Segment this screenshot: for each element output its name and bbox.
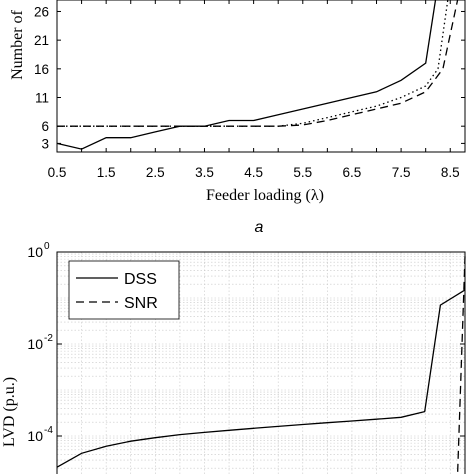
panel-a-x-tick-label: 7.5: [392, 165, 411, 180]
panel-a-y-tick-label: 21: [34, 33, 49, 48]
panel-b-series-line-snr: [456, 256, 466, 474]
panel-a-y-tick-label: 11: [35, 91, 49, 106]
panel-a-x-label: Feeder loading (λ): [206, 187, 324, 204]
panel-b-y-tick-label: 10: [27, 428, 43, 444]
panel-a-axes-box: [56, 0, 466, 153]
panel-b-y-tick-exponent: -4: [44, 425, 53, 436]
legend-label-dss: DSS: [124, 271, 157, 288]
legend-label-snr: SNR: [124, 295, 158, 312]
panel-a-y-tick-label: 6: [41, 119, 49, 134]
panel-a-x-tick-label: 0.5: [48, 165, 67, 180]
panel-b-y-tick-exponent: -2: [44, 333, 53, 344]
panel-a-x-tick-label: 4.5: [244, 165, 263, 180]
panel-a-series-line-3: [57, 0, 459, 127]
panel-a-x-tick-label: 2.5: [146, 165, 165, 180]
panel-a-x-tick-label: 6.5: [343, 165, 362, 180]
panel-a-y-tick-label: 16: [34, 62, 49, 77]
panel-a-label: a: [255, 219, 264, 236]
panel-a-series-line-2: [57, 0, 449, 127]
legend-box: [68, 260, 180, 320]
panel-b-y-tick-label: 10: [27, 336, 43, 352]
panel-b-y-label: LVD (p.u.): [1, 377, 18, 447]
panel-b-y-tick-label: 10: [27, 244, 43, 260]
panel-b-axes-box: [56, 251, 466, 474]
panel-b-y-tick-exponent: 0: [44, 241, 50, 252]
panel-a-x-tick-label: 1.5: [97, 165, 116, 180]
panel-a-x-tick-label: 3.5: [195, 165, 214, 180]
legend: DSS SNR: [68, 260, 180, 320]
panel-a-y-tick-label: 26: [34, 4, 49, 19]
panel-a-series-line-1: [56, 0, 437, 150]
chart-panel-a: 0.5 1.5 2.5 3.5 4.5 5.5 6.5 7.5 8.5 3 6 11 16 21 26 Nu…: [9, 0, 466, 236]
panel-a-x-tick-label: 8.5: [441, 165, 460, 180]
panel-a-x-tick-label: 5.5: [293, 165, 312, 180]
panel-a-y-tick-label: 3: [41, 136, 49, 151]
panel-b-series-line-dss: [56, 289, 466, 468]
panel-a-y-label: Number of: [9, 9, 26, 79]
